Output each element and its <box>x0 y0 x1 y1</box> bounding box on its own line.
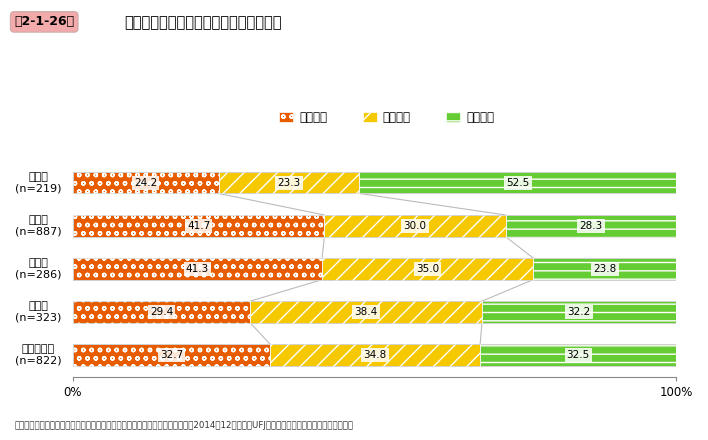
Legend: 新規市場, 既存市場, 特になし: 新規市場, 既存市場, 特になし <box>275 107 499 129</box>
Text: 第2-1-26図: 第2-1-26図 <box>14 15 74 29</box>
Text: 41.7: 41.7 <box>187 221 210 231</box>
Text: 30.0: 30.0 <box>404 221 426 231</box>
Bar <box>219 172 360 194</box>
Bar <box>219 172 360 194</box>
Bar <box>533 258 677 280</box>
Bar <box>73 344 270 366</box>
Bar <box>360 172 676 194</box>
Text: 29.4: 29.4 <box>150 307 173 317</box>
Bar <box>506 215 676 237</box>
Bar <box>73 301 250 323</box>
Bar <box>250 301 482 323</box>
Bar <box>322 258 533 280</box>
Text: 23.3: 23.3 <box>278 178 301 188</box>
Bar <box>73 258 322 280</box>
Text: 35.0: 35.0 <box>416 264 439 274</box>
Text: 38.4: 38.4 <box>355 307 377 317</box>
Bar <box>73 172 219 194</box>
Bar <box>73 215 324 237</box>
Text: 23.8: 23.8 <box>593 264 617 274</box>
Bar <box>73 344 270 366</box>
Bar <box>480 344 676 366</box>
Text: 41.3: 41.3 <box>185 264 209 274</box>
Bar <box>360 172 676 194</box>
Bar <box>506 215 676 237</box>
Bar <box>73 301 250 323</box>
Text: 24.2: 24.2 <box>134 178 157 188</box>
Bar <box>322 258 533 280</box>
Bar <box>73 215 324 237</box>
Text: 32.7: 32.7 <box>160 350 183 360</box>
Bar <box>482 301 676 323</box>
Bar <box>324 215 506 237</box>
Bar <box>324 215 506 237</box>
Text: 52.5: 52.5 <box>506 178 530 188</box>
Bar <box>270 344 480 366</box>
Text: 28.3: 28.3 <box>579 221 603 231</box>
Bar <box>250 301 482 323</box>
Bar <box>270 344 480 366</box>
Text: 32.2: 32.2 <box>568 307 590 317</box>
Text: 資料：中小企業庁委託「「市場開拓」と「新たな取り組み」に関する調査」（2014年12月、三菱UFJリサーチ＆コンサルティング（株））: 資料：中小企業庁委託「「市場開拓」と「新たな取り組み」に関する調査」（2014年… <box>14 422 353 430</box>
Bar <box>533 258 677 280</box>
Bar <box>482 301 676 323</box>
Bar <box>480 344 676 366</box>
Text: 32.5: 32.5 <box>566 350 590 360</box>
Bar <box>73 172 219 194</box>
Text: 34.8: 34.8 <box>363 350 387 360</box>
Text: 販路開拓において最も重視している市場: 販路開拓において最も重視している市場 <box>124 15 281 30</box>
Bar <box>73 258 322 280</box>
